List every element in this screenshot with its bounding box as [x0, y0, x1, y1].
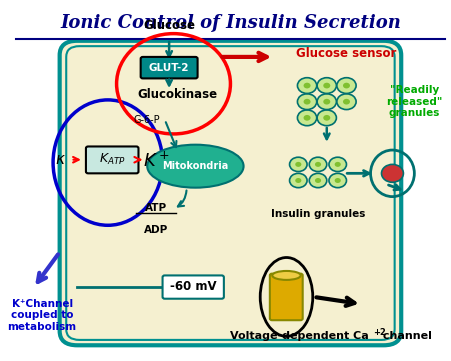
Circle shape: [304, 99, 311, 105]
Text: GLUT-2: GLUT-2: [149, 63, 189, 73]
FancyBboxPatch shape: [86, 147, 138, 173]
Circle shape: [290, 173, 307, 188]
FancyBboxPatch shape: [162, 275, 224, 299]
Circle shape: [297, 94, 317, 110]
Text: κ: κ: [55, 152, 64, 167]
Circle shape: [382, 164, 403, 182]
Text: Ionic Control of Insulin Secretion: Ionic Control of Insulin Secretion: [60, 14, 401, 32]
Circle shape: [297, 78, 317, 93]
Circle shape: [323, 115, 330, 121]
Text: Mitokondria: Mitokondria: [162, 161, 229, 171]
Text: $K^+$: $K^+$: [143, 151, 170, 170]
Circle shape: [337, 94, 356, 110]
Text: $K_{ATP}$: $K_{ATP}$: [99, 152, 125, 167]
Circle shape: [329, 173, 346, 188]
Circle shape: [304, 83, 311, 88]
Circle shape: [323, 99, 330, 105]
Circle shape: [337, 78, 356, 93]
Circle shape: [309, 157, 327, 171]
Circle shape: [317, 110, 336, 126]
Text: Glucose: Glucose: [143, 19, 195, 32]
Text: channel: channel: [379, 331, 432, 342]
Circle shape: [297, 110, 317, 126]
Text: ATP: ATP: [145, 203, 167, 213]
Text: Insulin granules: Insulin granules: [271, 209, 365, 219]
Circle shape: [335, 178, 341, 183]
FancyBboxPatch shape: [270, 274, 303, 320]
Text: ADP: ADP: [144, 225, 168, 235]
Circle shape: [343, 83, 350, 88]
FancyBboxPatch shape: [141, 57, 198, 78]
Circle shape: [315, 162, 321, 167]
Text: "Readily
released"
granules: "Readily released" granules: [386, 85, 442, 118]
Circle shape: [304, 115, 311, 121]
Circle shape: [343, 99, 350, 105]
Text: Voltage-dependent Ca: Voltage-dependent Ca: [230, 331, 369, 342]
Circle shape: [329, 157, 346, 171]
Circle shape: [315, 178, 321, 183]
Ellipse shape: [272, 271, 301, 280]
FancyBboxPatch shape: [60, 41, 401, 345]
Circle shape: [317, 78, 336, 93]
Circle shape: [323, 83, 330, 88]
Text: G-6-P: G-6-P: [134, 114, 161, 125]
Text: Glucokinase: Glucokinase: [138, 88, 218, 101]
Ellipse shape: [147, 145, 244, 188]
Circle shape: [290, 157, 307, 171]
Text: Glucose sensor: Glucose sensor: [296, 47, 396, 60]
Circle shape: [309, 173, 327, 188]
Text: +2: +2: [373, 328, 386, 337]
Circle shape: [335, 162, 341, 167]
Circle shape: [317, 94, 336, 110]
Text: K⁺Channel
coupled to
metabolism: K⁺Channel coupled to metabolism: [8, 299, 77, 332]
Circle shape: [295, 178, 301, 183]
Text: -60 mV: -60 mV: [170, 280, 216, 293]
Circle shape: [295, 162, 301, 167]
